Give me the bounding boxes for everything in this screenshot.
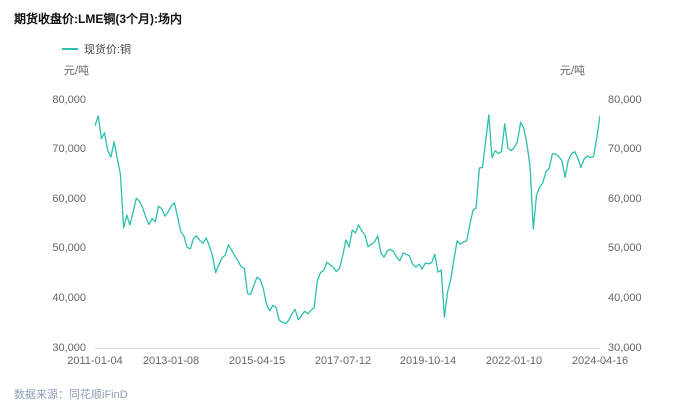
y-tick-label-left: 60,000 <box>52 193 86 205</box>
x-tick-label: 2011-01-04 <box>67 355 123 367</box>
x-tick-label: 2022-01-10 <box>485 355 543 367</box>
data-source-note: 数据来源：同花顺iFinD <box>14 389 128 401</box>
y-tick-label-left: 40,000 <box>52 292 86 304</box>
price-line <box>95 114 600 325</box>
y-tick-label-left: 70,000 <box>52 143 86 155</box>
y-tick-label-left: 30,000 <box>52 342 86 354</box>
legend-line-swatch <box>62 48 78 50</box>
y-tick-label-right: 40,000 <box>608 292 642 304</box>
legend: 现货价:铜 <box>62 41 131 57</box>
x-tick-label: 2015-04-15 <box>228 355 286 367</box>
y-tick-label-right: 60,000 <box>608 193 642 205</box>
legend-label: 现货价:铜 <box>84 44 132 56</box>
x-tick-label: 2024-04-16 <box>571 355 629 367</box>
x-tick-label: 2013-01-08 <box>142 355 200 367</box>
chart-title: 期货收盘价:LME铜(3个月):场内 <box>14 12 182 26</box>
y-axis-unit-left: 元/吨 <box>64 65 90 77</box>
price-chart-svg <box>95 114 600 325</box>
x-tick-label: 2017-07-12 <box>314 355 372 367</box>
y-tick-label-left: 80,000 <box>52 94 86 106</box>
y-tick-label-left: 50,000 <box>52 242 86 254</box>
x-tick-label: 2019-10-14 <box>399 355 457 367</box>
y-tick-label-right: 50,000 <box>608 242 642 254</box>
plot-area <box>95 100 600 349</box>
y-tick-label-right: 70,000 <box>608 143 642 155</box>
y-tick-label-right: 30,000 <box>608 342 642 354</box>
y-axis-unit-right: 元/吨 <box>560 65 586 77</box>
y-tick-label-right: 80,000 <box>608 94 642 106</box>
